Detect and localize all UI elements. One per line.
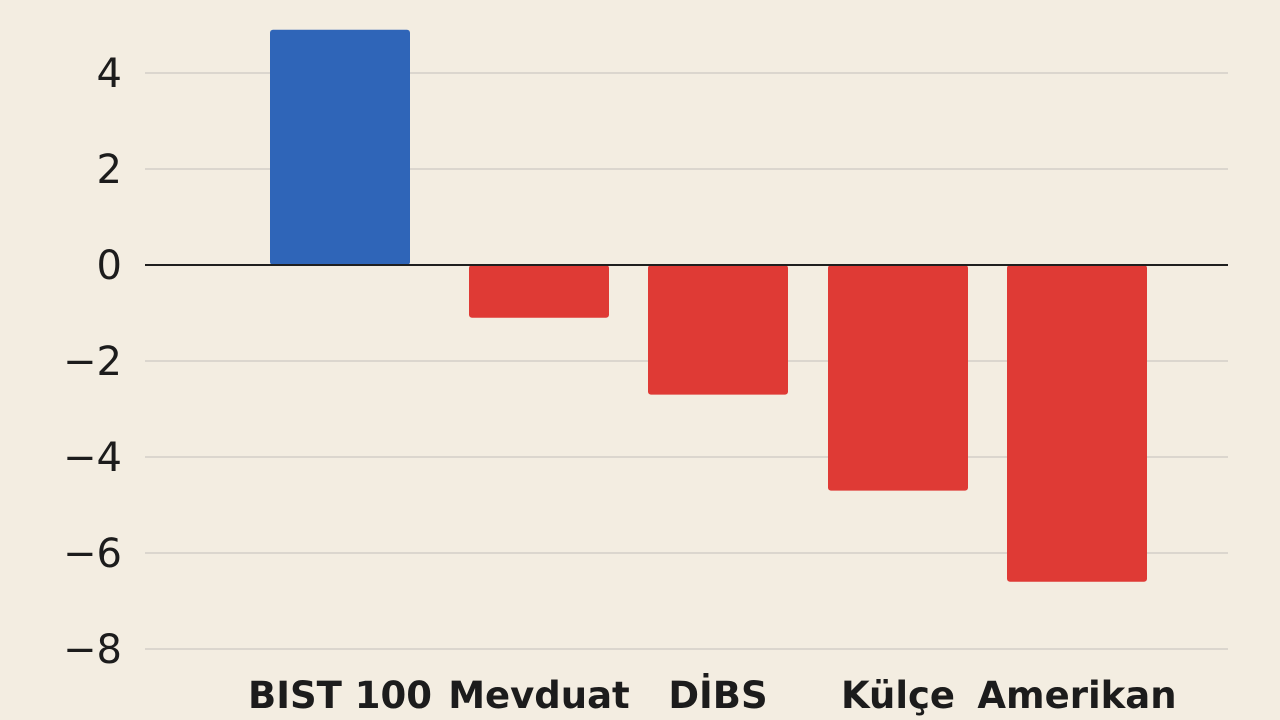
y-tick-label: −2: [63, 339, 122, 385]
x-tick-label: BIST 100: [248, 674, 432, 717]
x-tick-label: Mevduat: [448, 674, 630, 717]
x-tick-label: DİBS: [668, 673, 767, 717]
y-tick-label: 4: [97, 51, 122, 97]
bar-bist-100: [270, 29, 410, 265]
y-tick-label: 0: [97, 243, 122, 289]
y-tick-label: −4: [63, 435, 122, 481]
x-axis-ticks: BIST 100 Mevduat DİBS Külçe Amerikan: [248, 673, 1177, 717]
y-tick-label: −8: [63, 627, 122, 673]
bar-k-l-e: [828, 265, 968, 491]
y-tick-label: −6: [63, 531, 122, 577]
y-tick-label: 2: [97, 147, 122, 193]
x-tick-label: Külçe: [841, 674, 955, 717]
bar-mevduat: [469, 265, 609, 318]
x-tick-label: Amerikan: [977, 674, 1176, 717]
y-axis-ticks: 4 2 0 −2 −4 −6 −8: [63, 51, 122, 673]
bar-amerikan: [1007, 265, 1147, 582]
bar-di-bs: [648, 265, 788, 395]
bars: [270, 29, 1147, 582]
